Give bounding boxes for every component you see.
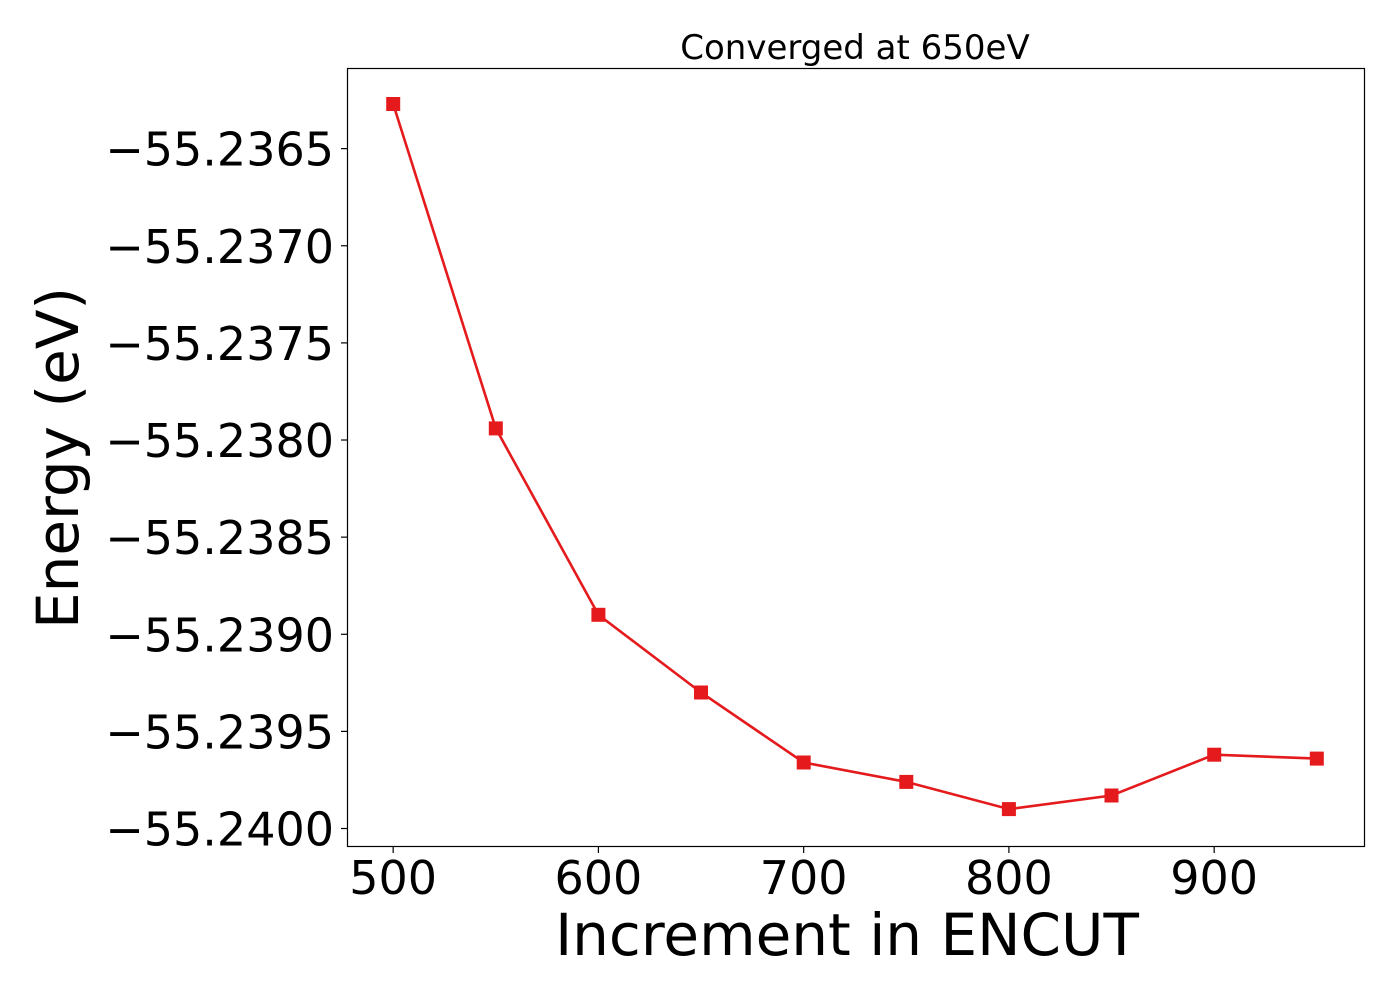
plot-marks	[386, 97, 1324, 817]
data-point-marker	[386, 97, 401, 111]
chart-title: Converged at 650eV	[680, 28, 1029, 68]
y-axis-ticks: −55.2365 −55.2370 −55.2375 −55.2380 −55.2385…	[105, 123, 348, 857]
y-tick-label: −55.2390	[105, 608, 334, 662]
x-tick-label: 800	[965, 851, 1053, 905]
y-tick-label: −55.2375	[105, 317, 334, 371]
data-point-marker	[694, 685, 708, 700]
y-axis-label: Energy (eV)	[24, 287, 92, 629]
y-tick-label: −55.2370	[105, 220, 334, 274]
series-line	[391, 103, 1317, 811]
y-tick-label: −55.2380	[105, 414, 334, 468]
data-point-marker	[591, 607, 606, 622]
x-tick-label: 700	[760, 851, 848, 905]
data-point-marker	[1001, 802, 1016, 817]
x-tick-label: 600	[555, 851, 643, 905]
data-point-marker	[1309, 751, 1324, 766]
x-tick-label: 500	[349, 851, 437, 905]
y-tick-label: −55.2385	[105, 511, 334, 565]
plot-frame	[346, 67, 1366, 848]
data-point-marker	[899, 774, 914, 789]
y-tick-label: −55.2400	[105, 803, 334, 857]
y-tick-label: −55.2395	[105, 705, 334, 759]
x-tick-label: 900	[1170, 851, 1258, 905]
data-point-marker	[796, 755, 811, 770]
y-tick-label: −55.2365	[105, 123, 334, 177]
x-axis-ticks: 500 600 700 800 900	[349, 846, 1258, 905]
data-point-marker	[1104, 788, 1119, 803]
data-point-marker	[488, 421, 503, 436]
data-point-marker	[1207, 747, 1222, 762]
x-axis-label: Increment in ENCUT	[555, 901, 1139, 969]
